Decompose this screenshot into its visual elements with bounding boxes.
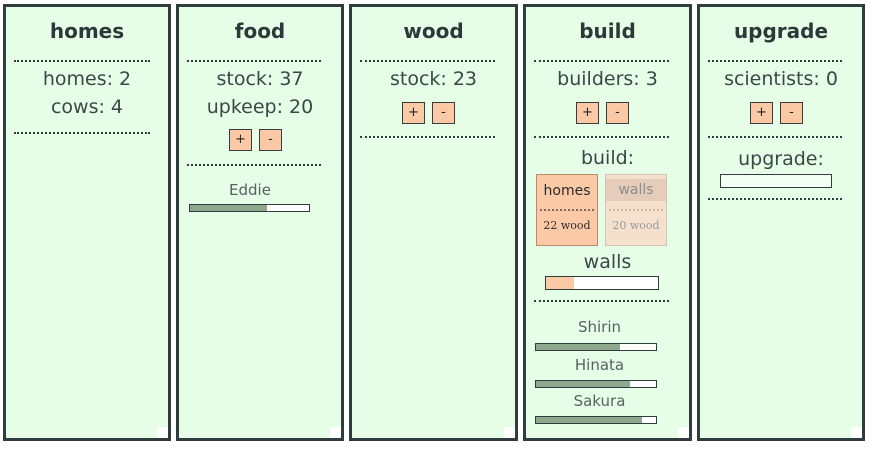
upgrade-panel: upgrade scientists: 0 + - upgrade: [697, 4, 865, 441]
current-project-progress [545, 276, 659, 290]
corner-marker [157, 427, 168, 438]
cows-count: cows: 4 [50, 96, 124, 118]
corner-marker [851, 427, 862, 438]
builder-worker-progress [535, 343, 657, 351]
upgrade-label: upgrade: [738, 148, 824, 170]
build-option-name: walls [606, 179, 666, 201]
builders-minus-button[interactable]: - [606, 102, 629, 124]
divider [360, 136, 495, 138]
scientists-plus-button[interactable]: + [750, 102, 773, 124]
divider [534, 136, 669, 138]
progress-fill [536, 381, 630, 387]
divider [708, 198, 842, 200]
builders-plus-button[interactable]: + [576, 102, 599, 124]
build-option-name: homes [543, 183, 591, 199]
divider [187, 164, 321, 166]
divider [534, 60, 669, 62]
divider [708, 60, 842, 62]
progress-fill [536, 417, 642, 423]
builders-count: builders: 3 [557, 68, 658, 90]
divider [360, 60, 495, 62]
builder-worker-name: Hinata [574, 356, 625, 374]
build-panel: build builders: 3 + - build: homes 22 wo… [523, 4, 692, 441]
builder-worker-name: Shirin [577, 318, 622, 336]
upgrade-panel-title: upgrade [733, 19, 829, 43]
corner-marker [330, 427, 341, 438]
food-minus-button[interactable]: - [259, 129, 282, 151]
divider [534, 300, 669, 302]
wood-panel: wood stock: 23 + - [349, 4, 518, 441]
food-plus-button[interactable]: + [229, 129, 252, 151]
divider [540, 209, 594, 211]
progress-fill [190, 205, 268, 211]
scientists-count: scientists: 0 [724, 68, 838, 90]
food-panel-title: food [234, 19, 286, 43]
current-project: walls [583, 251, 632, 273]
progress-fill [546, 277, 574, 289]
food-upkeep: upkeep: 20 [206, 96, 314, 118]
homes-count: homes: 2 [42, 68, 132, 90]
divider [609, 209, 663, 211]
build-panel-title: build [579, 19, 636, 43]
wood-minus-button[interactable]: - [432, 102, 455, 124]
builder-worker-name: Sakura [573, 392, 626, 410]
homes-panel-title: homes [49, 19, 125, 43]
scientists-minus-button[interactable]: - [780, 102, 803, 124]
homes-panel: homes homes: 2 cows: 4 [3, 4, 171, 441]
corner-marker [678, 427, 689, 438]
divider [14, 60, 150, 62]
wood-stock: stock: 23 [389, 68, 478, 90]
build-option-walls[interactable]: walls 20 wood [605, 174, 667, 246]
food-worker-name: Eddie [229, 181, 271, 199]
builder-worker-progress [535, 380, 657, 388]
wood-plus-button[interactable]: + [402, 102, 425, 124]
food-stock: stock: 37 [216, 68, 304, 90]
upgrade-progress [720, 174, 832, 188]
food-panel: food stock: 37 upkeep: 20 + - Eddie [176, 4, 344, 441]
wood-panel-title: wood [403, 19, 464, 43]
progress-fill [536, 344, 620, 350]
food-worker-progress [189, 204, 310, 212]
divider [708, 136, 842, 138]
builder-worker-progress [535, 416, 657, 424]
build-option-cost: 20 wood [612, 219, 660, 232]
divider [14, 132, 150, 134]
build-option-cost: 22 wood [543, 219, 591, 232]
corner-marker [504, 427, 515, 438]
divider [187, 60, 321, 62]
build-label: build: [580, 147, 635, 169]
build-option-homes[interactable]: homes 22 wood [536, 174, 598, 246]
